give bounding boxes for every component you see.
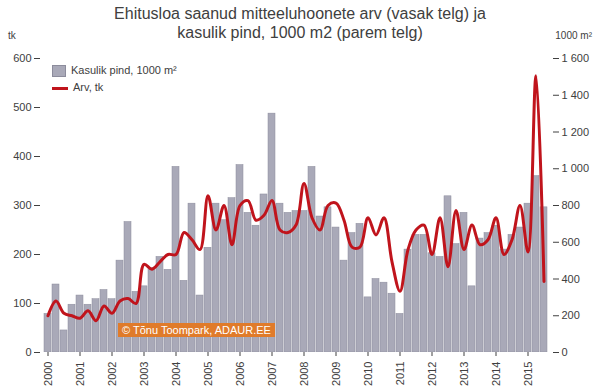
html-text:Arv, tk: Arv, tk bbox=[73, 81, 104, 93]
svg-text:2001: 2001 bbox=[74, 362, 86, 386]
html-text:© Tõnu Toompark, ADAUR.EE: © Tõnu Toompark, ADAUR.EE bbox=[122, 324, 271, 336]
svg-text:100: 100 bbox=[13, 297, 31, 309]
svg-text:2014: 2014 bbox=[490, 362, 502, 386]
svg-text:300: 300 bbox=[13, 199, 31, 211]
svg-text:0: 0 bbox=[25, 346, 31, 358]
svg-text:1 400: 1 400 bbox=[562, 89, 590, 101]
svg-text:600: 600 bbox=[562, 236, 580, 248]
svg-text:2005: 2005 bbox=[202, 362, 214, 386]
svg-text:400: 400 bbox=[562, 273, 580, 285]
svg-text:2007: 2007 bbox=[266, 362, 278, 386]
svg-text:2013: 2013 bbox=[458, 362, 470, 386]
svg-text:2015: 2015 bbox=[522, 362, 534, 386]
svg-text:2000: 2000 bbox=[42, 362, 54, 386]
svg-text:2011: 2011 bbox=[394, 362, 406, 386]
svg-text:500: 500 bbox=[13, 101, 31, 113]
svg-text:600: 600 bbox=[13, 52, 31, 64]
svg-text:1 600: 1 600 bbox=[562, 52, 590, 64]
svg-text:2004: 2004 bbox=[170, 362, 182, 386]
svg-text:200: 200 bbox=[562, 309, 580, 321]
svg-text:2006: 2006 bbox=[234, 362, 246, 386]
svg-text:2008: 2008 bbox=[298, 362, 310, 386]
html-text:1000 m²: 1000 m² bbox=[555, 30, 592, 41]
svg-text:2010: 2010 bbox=[362, 362, 374, 386]
svg-text:400: 400 bbox=[13, 150, 31, 162]
html-text:tk: tk bbox=[8, 30, 16, 41]
html-text:Ehitusloa saanud mitteeluhoone: Ehitusloa saanud mitteeluhoonete arv (va… bbox=[114, 5, 486, 41]
svg-text:2003: 2003 bbox=[138, 362, 150, 386]
svg-text:1 000: 1 000 bbox=[562, 162, 590, 174]
svg-text:2012: 2012 bbox=[426, 362, 438, 386]
svg-text:0: 0 bbox=[562, 346, 568, 358]
svg-text:2009: 2009 bbox=[330, 362, 342, 386]
svg-text:1 200: 1 200 bbox=[562, 126, 590, 138]
svg-text:200: 200 bbox=[13, 248, 31, 260]
svg-text:2002: 2002 bbox=[106, 362, 118, 386]
html-text:Kasulik pind, 1000 m²: Kasulik pind, 1000 m² bbox=[71, 64, 177, 76]
svg-text:800: 800 bbox=[562, 199, 580, 211]
